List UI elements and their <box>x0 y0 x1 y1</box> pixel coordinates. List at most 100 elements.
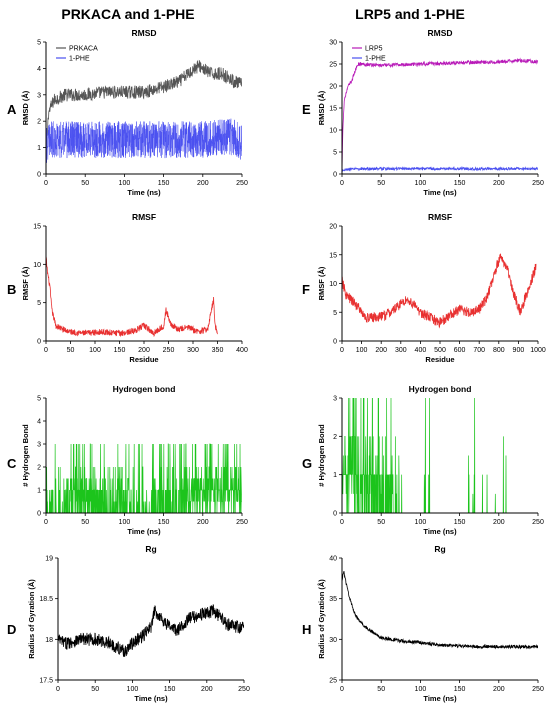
x-tick-label: 350 <box>212 347 224 354</box>
panel-C: Hydrogen bond 0 50 100 150 200 250 0 1 2 3 4 5 Time (… <box>21 384 248 536</box>
x-tick-label: 200 <box>197 180 209 187</box>
panel-F: RMSF 0 100 200 300 400 500 600 700 800 900 1000 0 5 10… <box>317 212 546 364</box>
y-tick-label: 3 <box>37 92 41 99</box>
y-tick-label: 0 <box>37 172 41 179</box>
x-tick-label: 200 <box>138 347 150 354</box>
column-title-right: LRP5 and 1-PHE <box>355 6 465 22</box>
x-tick-label: 200 <box>375 347 387 354</box>
y-tick-label: 35 <box>329 596 337 603</box>
y-tick-label: 15 <box>329 106 337 113</box>
x-tick-label: 150 <box>454 180 466 187</box>
x-tick-label: 200 <box>201 686 213 693</box>
x-tick-label: 150 <box>454 686 466 693</box>
x-tick-label: 100 <box>127 686 139 693</box>
x-tick-label: 1000 <box>530 347 546 354</box>
chart-title: Hydrogen bond <box>113 384 176 394</box>
y-tick-label: 2 <box>37 119 41 126</box>
x-tick-label: 50 <box>91 686 99 693</box>
y-tick-label: 0 <box>333 511 337 518</box>
y-tick-label: 18.5 <box>39 596 53 603</box>
series-line-prkaca <box>46 59 242 162</box>
chart-A: RMSD 0 50 100 150 200 250 0 1 2 3 4 5 Time (ns) RMSD (… <box>21 28 248 197</box>
x-tick-label: 300 <box>395 347 407 354</box>
chart-title: RMSF <box>132 212 156 222</box>
series-line-0 <box>46 443 242 513</box>
panel-letter-D: D <box>7 622 17 637</box>
x-tick-label: 150 <box>158 180 170 187</box>
legend-entry: PRKACA <box>69 46 98 53</box>
column-title-left: PRKACA and 1-PHE <box>61 6 195 22</box>
y-tick-label: 19 <box>45 556 53 563</box>
chart-B: RMSF 0 50 100 150 200 250 300 350 400 0 5 10 15 Residu… <box>21 212 248 364</box>
x-axis-label: Residue <box>425 355 454 364</box>
x-tick-label: 100 <box>356 347 368 354</box>
y-axis-label: # Hydrogen Bond <box>21 424 30 487</box>
y-tick-label: 3 <box>37 442 41 449</box>
chart-title: Rg <box>434 544 445 554</box>
y-tick-label: 1 <box>37 145 41 152</box>
legend-entry: LRP5 <box>365 46 383 53</box>
x-tick-label: 700 <box>473 347 485 354</box>
chart-title: RMSD <box>131 28 156 38</box>
legend: PRKACA 1-PHE <box>56 46 98 63</box>
panel-G: Hydrogen bond 0 50 100 150 200 250 0 1 2 3 Time (ns… <box>317 384 544 536</box>
y-tick-label: 20 <box>329 224 337 231</box>
x-tick-label: 250 <box>532 180 544 187</box>
x-axis-label: Time (ns) <box>134 694 168 703</box>
y-tick-label: 18 <box>45 637 53 644</box>
y-tick-label: 15 <box>329 252 337 259</box>
chart-C: Hydrogen bond 0 50 100 150 200 250 0 1 2 3 4 5 Time (… <box>21 384 248 536</box>
y-tick-label: 0 <box>333 339 337 346</box>
x-tick-label: 50 <box>377 686 385 693</box>
x-tick-label: 250 <box>163 347 175 354</box>
x-tick-label: 400 <box>415 347 427 354</box>
x-tick-label: 0 <box>44 347 48 354</box>
y-tick-label: 4 <box>37 419 41 426</box>
panel-H: Rg 0 50 100 150 200 250 25 30 35 40 Time (ns) Radius… <box>317 544 544 703</box>
chart-title: Hydrogen bond <box>409 384 472 394</box>
x-tick-label: 0 <box>340 686 344 693</box>
series-line-0 <box>342 398 538 513</box>
y-tick-label: 30 <box>329 637 337 644</box>
x-tick-label: 200 <box>493 686 505 693</box>
x-tick-label: 100 <box>415 519 427 526</box>
panel-letter-E: E <box>302 102 311 117</box>
legend-entry: 1-PHE <box>365 56 386 63</box>
series-line-1-phe <box>46 118 242 163</box>
x-tick-label: 500 <box>434 347 446 354</box>
y-tick-label: 1 <box>333 472 337 479</box>
x-tick-label: 0 <box>340 519 344 526</box>
x-tick-label: 0 <box>44 180 48 187</box>
x-tick-label: 0 <box>340 347 344 354</box>
y-tick-label: 25 <box>329 678 337 685</box>
panel-B: RMSF 0 50 100 150 200 250 300 350 400 0 5 10 15 Residu… <box>21 212 248 364</box>
series-line-0 <box>342 570 538 650</box>
panel-E: RMSD 0 50 100 150 200 250 0 5 10 15 20 25 30 Time (ns)… <box>317 28 544 197</box>
y-axis-label: Radius of Gyration (Å) <box>317 579 326 659</box>
x-tick-label: 0 <box>56 686 60 693</box>
y-tick-label: 0 <box>333 172 337 179</box>
panel-letter-B: B <box>7 282 17 297</box>
y-tick-label: 5 <box>37 40 41 47</box>
y-tick-label: 10 <box>33 262 41 269</box>
x-tick-label: 200 <box>197 519 209 526</box>
panel-letter-F: F <box>302 282 310 297</box>
x-tick-label: 900 <box>513 347 525 354</box>
x-tick-label: 400 <box>236 347 248 354</box>
series-line-0 <box>58 604 244 657</box>
y-tick-label: 20 <box>329 84 337 91</box>
y-tick-label: 10 <box>329 128 337 135</box>
series-line-lrp5 <box>342 57 538 171</box>
y-tick-label: 5 <box>333 310 337 317</box>
x-tick-label: 200 <box>493 180 505 187</box>
x-tick-label: 250 <box>236 180 248 187</box>
x-tick-label: 150 <box>114 347 126 354</box>
y-tick-label: 5 <box>37 396 41 403</box>
x-tick-label: 50 <box>377 519 385 526</box>
y-axis-label: RMSF (Å) <box>21 266 30 300</box>
y-axis-label: Radius of Gyration (Å) <box>27 579 36 659</box>
y-tick-label: 5 <box>333 150 337 157</box>
panel-letter-A: A <box>7 102 17 117</box>
y-tick-label: 2 <box>37 465 41 472</box>
chart-F: RMSF 0 100 200 300 400 500 600 700 800 900 1000 0 5 10… <box>317 212 546 364</box>
